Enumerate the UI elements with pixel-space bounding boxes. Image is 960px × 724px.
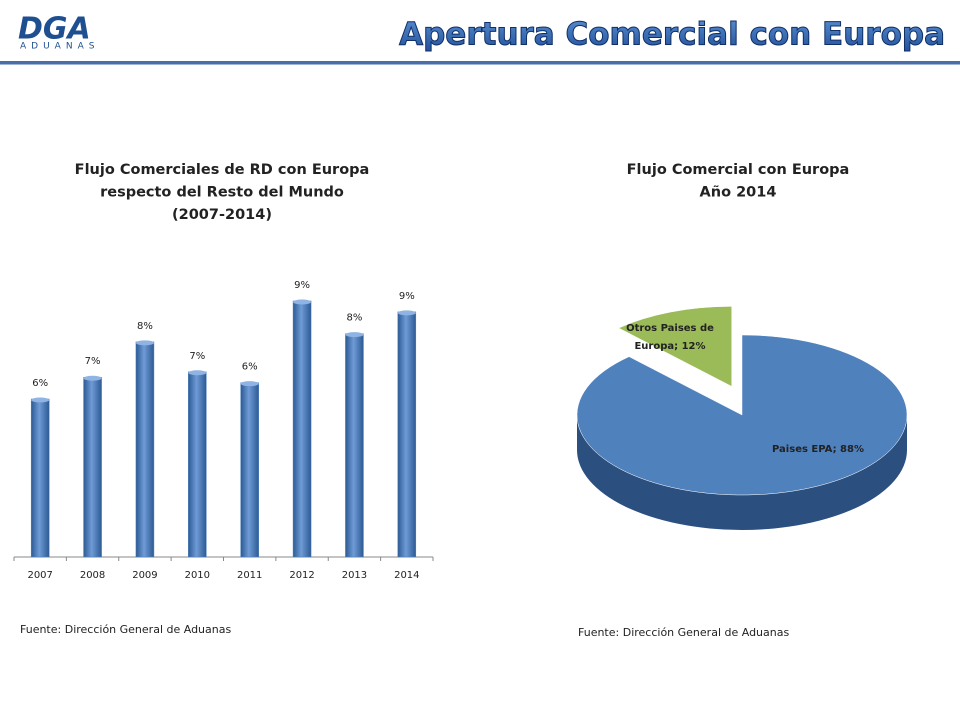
x-tick-label: 2014 <box>394 570 419 581</box>
value-label: 6% <box>242 362 258 373</box>
x-tick-label: 2012 <box>289 570 314 581</box>
header-rule <box>0 61 960 64</box>
bar-cap <box>240 381 259 387</box>
x-tick-label: 2009 <box>132 570 157 581</box>
chart-title: Flujo Comercial con Europa <box>627 162 850 178</box>
logo-sub: ADUANAS <box>20 42 99 52</box>
value-label: 7% <box>189 351 205 362</box>
slice-label: Otros Paises de Europa; 12% <box>626 323 714 352</box>
logo: DGA <box>18 12 91 47</box>
bar-cap <box>293 299 312 305</box>
x-tick-label: 2013 <box>342 570 367 581</box>
value-label: 7% <box>85 356 101 367</box>
x-tick-label: 2008 <box>80 570 105 581</box>
source: Fuente: Dirección General de Aduanas <box>578 626 789 639</box>
bar-cap <box>188 370 207 376</box>
value-label: 6% <box>32 378 48 389</box>
bar <box>83 376 102 558</box>
source: Fuente: Dirección General de Aduanas <box>20 623 231 636</box>
chart-title: respecto del Resto del Mundo <box>100 185 344 201</box>
value-label: 9% <box>399 291 415 302</box>
bar-cap <box>83 375 102 381</box>
bar <box>397 311 417 558</box>
slide-title: Apertura Comercial con Europa <box>399 17 945 53</box>
value-label: 8% <box>347 313 363 324</box>
bar <box>345 333 364 558</box>
value-label: 8% <box>137 321 153 332</box>
bar <box>135 341 155 558</box>
bar <box>292 300 312 558</box>
x-tick-label: 2007 <box>27 570 52 581</box>
chart-title: Año 2014 <box>700 185 777 201</box>
header-rule-light <box>0 64 960 65</box>
slice-side <box>577 415 907 530</box>
slice <box>576 334 908 496</box>
bar-cap <box>345 332 364 338</box>
slice <box>618 306 732 387</box>
slice-label: Paises EPA; 88% <box>772 444 864 455</box>
bar <box>30 398 50 558</box>
chart-title: Flujo Comerciales de RD con Europa <box>75 162 370 178</box>
bar <box>240 382 259 558</box>
bar <box>188 371 207 558</box>
bar-cap <box>31 397 50 403</box>
value-label: 9% <box>294 280 310 291</box>
bar-cap <box>397 310 416 316</box>
bar-cap <box>135 340 154 346</box>
x-tick-label: 2011 <box>237 570 262 581</box>
x-tick-label: 2010 <box>185 570 210 581</box>
chart-title: (2007-2014) <box>172 207 272 223</box>
